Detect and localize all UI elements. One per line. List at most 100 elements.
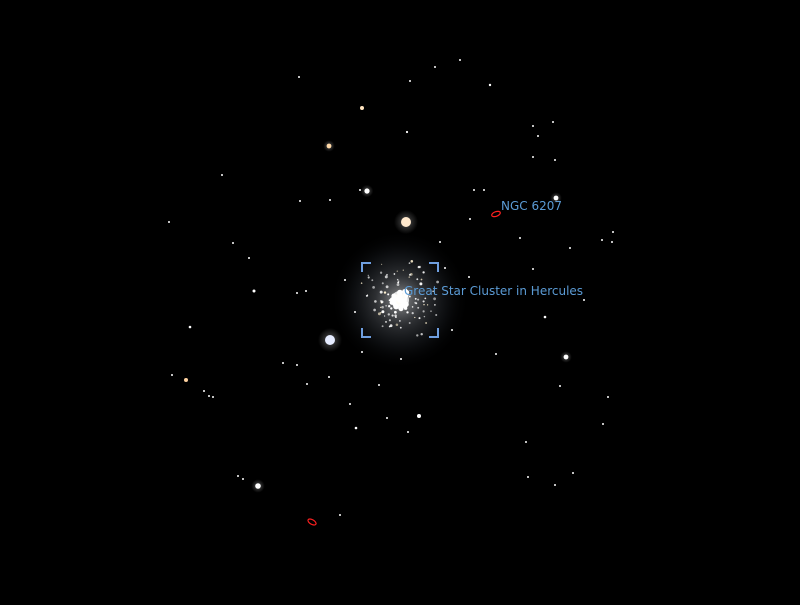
- cluster-star: [430, 310, 432, 312]
- globular-cluster[interactable]: [330, 230, 470, 370]
- cluster-star: [393, 273, 396, 275]
- star: [469, 218, 471, 220]
- star: [354, 311, 356, 313]
- cluster-star: [408, 273, 412, 276]
- star: [203, 390, 205, 392]
- star: [563, 354, 569, 360]
- star: [554, 159, 556, 161]
- ngc-6207-label[interactable]: NGC 6207: [501, 199, 563, 213]
- star: [553, 195, 559, 201]
- cluster-star: [408, 262, 411, 264]
- star: [602, 423, 604, 425]
- cluster-star: [381, 310, 385, 314]
- field-stars: [168, 59, 614, 516]
- selected-object-label[interactable]: Great Star Cluster in Hercules: [404, 284, 584, 298]
- star: [572, 472, 574, 474]
- cluster-center: [391, 291, 409, 309]
- star: [532, 156, 534, 158]
- star: [361, 351, 363, 353]
- cluster-star: [372, 286, 375, 289]
- star: [360, 106, 364, 110]
- star: [407, 431, 409, 433]
- cluster-star: [418, 317, 421, 320]
- selection-bracket-icon: [361, 262, 439, 338]
- cluster-star: [408, 276, 411, 278]
- star: [171, 374, 173, 376]
- star: [483, 189, 485, 191]
- star: [583, 299, 585, 301]
- cluster-star: [387, 313, 390, 316]
- star: [359, 189, 361, 191]
- star: [519, 237, 521, 239]
- star: [255, 483, 261, 489]
- cluster-star: [399, 326, 402, 329]
- cluster-star: [402, 269, 404, 271]
- star: [607, 396, 609, 398]
- cluster-star: [420, 332, 423, 336]
- galaxy-ellipse-icon[interactable]: [307, 518, 317, 526]
- cluster-star: [417, 265, 420, 269]
- cluster-star: [434, 304, 436, 306]
- star: [417, 414, 421, 418]
- cluster-star: [385, 320, 387, 323]
- star: [326, 143, 332, 149]
- star: [208, 395, 210, 397]
- cluster-star: [410, 260, 414, 263]
- cluster-star: [420, 278, 423, 281]
- cluster-star: [380, 263, 383, 266]
- cluster-star: [396, 270, 399, 272]
- star: [305, 290, 307, 292]
- star: [354, 426, 358, 430]
- star: [212, 396, 214, 398]
- star: [532, 268, 534, 270]
- cluster-star: [417, 298, 420, 301]
- star: [451, 329, 453, 331]
- star: [168, 221, 170, 223]
- cluster-star: [381, 305, 384, 309]
- star: [248, 257, 250, 259]
- cluster-star: [408, 322, 411, 324]
- star: [329, 199, 331, 201]
- star: [543, 315, 547, 319]
- cluster-star: [388, 325, 391, 328]
- star: [559, 385, 561, 387]
- star: [459, 59, 461, 61]
- star: [306, 383, 308, 385]
- cluster-star: [435, 313, 438, 317]
- star: [495, 353, 497, 355]
- cluster-star: [366, 294, 369, 296]
- cluster-star: [408, 295, 411, 298]
- cluster-star: [424, 297, 427, 300]
- star: [601, 239, 603, 241]
- star: [386, 417, 388, 419]
- star: [339, 514, 341, 516]
- galaxy-ellipse-icon[interactable]: [491, 210, 501, 218]
- cluster-star: [374, 300, 377, 303]
- cluster-star: [396, 278, 399, 281]
- cluster-star: [381, 325, 384, 328]
- star: [252, 289, 256, 293]
- cluster-star: [423, 303, 425, 306]
- cluster-star: [373, 308, 376, 312]
- cluster-star: [395, 323, 399, 327]
- star: [444, 267, 446, 269]
- cluster-star: [377, 312, 381, 316]
- cluster-star: [388, 299, 391, 302]
- star: [439, 241, 441, 243]
- cluster-star: [379, 271, 383, 274]
- cluster-star: [383, 291, 387, 294]
- star: [298, 76, 300, 78]
- cluster-star: [417, 306, 420, 309]
- star: [405, 130, 409, 134]
- star: [184, 378, 188, 382]
- cluster-star: [386, 273, 388, 276]
- cluster-star: [411, 306, 414, 308]
- star: [282, 362, 284, 364]
- cluster-star: [414, 301, 417, 304]
- star: [554, 484, 556, 486]
- star: [401, 217, 411, 227]
- star: [296, 364, 298, 366]
- star: [537, 135, 539, 137]
